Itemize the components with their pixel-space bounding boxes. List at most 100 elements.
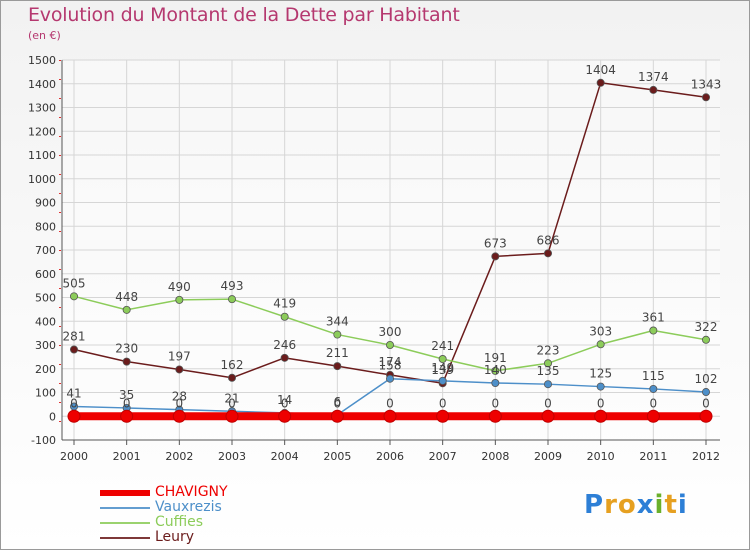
legend-label: Cuffies (155, 514, 204, 530)
data-label: 686 (537, 233, 560, 247)
data-label: 1404 (585, 63, 616, 77)
data-point (122, 357, 131, 366)
unit-label: (en €) (28, 29, 61, 42)
data-label: 246 (273, 338, 296, 352)
data-label: 223 (537, 343, 560, 357)
data-point (646, 409, 660, 423)
data-label: 162 (221, 358, 244, 372)
data-point (596, 340, 605, 349)
data-point (649, 85, 658, 94)
data-label: 361 (642, 311, 665, 325)
logo-letter: r (604, 490, 618, 520)
data-label: 149 (431, 361, 454, 375)
x-tick-label: 2008 (481, 450, 509, 463)
data-point (438, 355, 447, 364)
data-label: 0 (597, 396, 605, 410)
data-point (172, 409, 186, 423)
logo-letter: i (677, 490, 688, 520)
data-label: 1374 (638, 70, 669, 84)
data-point (491, 252, 500, 261)
data-point (702, 388, 711, 397)
data-label: 0 (702, 396, 710, 410)
x-tick-label: 2009 (534, 450, 562, 463)
data-point (67, 409, 81, 423)
data-label: 241 (431, 339, 454, 353)
data-label: 303 (589, 324, 612, 338)
data-point (438, 376, 447, 385)
data-label: 135 (537, 364, 560, 378)
x-tick-label: 2003 (218, 450, 246, 463)
y-tick-label: 1300 (28, 102, 56, 115)
logo-letter: t (664, 490, 678, 520)
data-point (70, 345, 79, 354)
data-label: 0 (70, 396, 78, 410)
data-label: 28 (172, 390, 187, 404)
data-point (383, 409, 397, 423)
y-tick-label: 900 (35, 197, 56, 210)
data-point (120, 409, 134, 423)
data-point (385, 374, 394, 383)
y-tick-label: 400 (35, 315, 56, 328)
data-point (699, 409, 713, 423)
x-tick-label: 2002 (165, 450, 193, 463)
data-label: 419 (273, 297, 296, 311)
x-tick-label: 2012 (692, 450, 720, 463)
y-tick-label: 1200 (28, 125, 56, 138)
y-tick-label: 500 (35, 292, 56, 305)
data-point (544, 380, 553, 389)
legend-label: CHAVIGNY (155, 484, 228, 500)
x-tick-label: 2006 (376, 450, 404, 463)
legend-label: Leury (155, 529, 195, 545)
x-tick-label: 2011 (639, 450, 667, 463)
data-label: 102 (695, 372, 718, 386)
data-label: 125 (589, 367, 612, 381)
y-tick-label: 1400 (28, 78, 56, 91)
data-point (385, 340, 394, 349)
data-label: 0 (544, 396, 552, 410)
data-label: 448 (115, 290, 138, 304)
proxiti-logo: Proxiti (584, 490, 688, 520)
y-tick-label: 1000 (28, 173, 56, 186)
data-label: 6 (334, 395, 342, 409)
y-tick-label: 600 (35, 268, 56, 281)
x-tick-label: 2007 (429, 450, 457, 463)
data-label: 41 (66, 387, 81, 401)
data-label: 0 (334, 396, 342, 410)
data-label: 300 (379, 325, 402, 339)
data-point (649, 326, 658, 335)
y-tick-label: 300 (35, 339, 56, 352)
data-label: 0 (176, 396, 184, 410)
data-label: 140 (484, 363, 507, 377)
y-tick-label: 1100 (28, 149, 56, 162)
data-point (702, 93, 711, 102)
data-label: 344 (326, 315, 349, 329)
data-point (333, 330, 342, 339)
legend-label: Vauxrezis (155, 499, 222, 515)
x-tick-label: 2004 (271, 450, 299, 463)
data-label: 115 (642, 369, 665, 383)
data-point (491, 366, 500, 375)
data-point (175, 295, 184, 304)
data-point (544, 249, 553, 258)
data-point (702, 335, 711, 344)
y-tick-label: 1500 (28, 54, 56, 67)
data-point (280, 353, 289, 362)
data-point (175, 365, 184, 374)
data-point (436, 409, 450, 423)
data-label: 673 (484, 236, 507, 250)
x-tick-label: 2000 (60, 450, 88, 463)
data-point (280, 312, 289, 321)
data-label: 139 (431, 363, 454, 377)
data-point (491, 378, 500, 387)
y-tick-label: 0 (49, 410, 56, 423)
data-label: 1343 (691, 77, 722, 91)
y-tick-label: 700 (35, 244, 56, 257)
data-label: 197 (168, 349, 191, 363)
data-point (330, 409, 344, 423)
data-label: 174 (379, 355, 402, 369)
data-point (594, 409, 608, 423)
data-label: 230 (115, 342, 138, 356)
data-label: 0 (386, 396, 394, 410)
